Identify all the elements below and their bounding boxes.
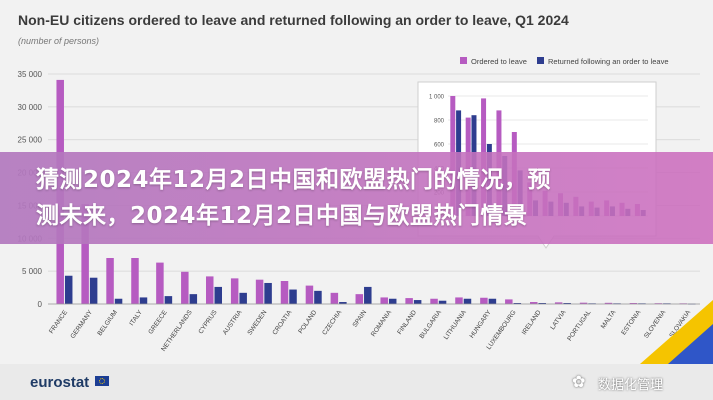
bar-returned: [139, 297, 148, 304]
y-tick-label: 5 000: [22, 267, 43, 276]
x-tick-label: IRELAND: [521, 309, 543, 336]
x-tick-label: GERMANY: [69, 309, 94, 340]
x-tick-label: BULGARIA: [418, 309, 443, 340]
x-tick-label: ESTONIA: [620, 309, 642, 337]
bar-returned: [89, 277, 98, 304]
x-tick-label: MALTA: [600, 309, 618, 331]
bar-ordered: [629, 303, 638, 304]
bar-returned: [463, 298, 472, 304]
bar-ordered: [330, 292, 339, 304]
x-tick-label: GREECE: [147, 309, 169, 336]
y-tick-label: 25 000: [18, 136, 43, 145]
x-tick-label: LITHUANIA: [443, 309, 469, 341]
bar-returned: [413, 300, 422, 304]
overlay-banner: 猜测2024年12月2日中国和欧盟热门的情况，预 测未来，2024年12月2日中…: [0, 152, 713, 244]
bar-ordered: [131, 258, 139, 304]
footer-bar: [0, 364, 713, 400]
x-tick-label: CROATIA: [271, 309, 293, 337]
bar-ordered: [430, 298, 438, 304]
bar-ordered: [181, 271, 189, 304]
bar-ordered: [505, 299, 513, 304]
overlay-line-2: 测未来，2024年12月2日中国与欧盟热门情景: [36, 203, 528, 229]
corner-accent-blue: [668, 324, 713, 364]
x-tick-label: CZECHIA: [321, 309, 343, 337]
x-tick-label: SPAIN: [352, 309, 369, 329]
bar-ordered: [81, 204, 89, 304]
chart-title: Non-EU citizens ordered to leave and ret…: [18, 12, 569, 28]
x-tick-label: AUSTRIA: [222, 309, 244, 337]
x-tick-label: PORTUGAL: [566, 309, 592, 343]
y-tick-label: 0: [38, 300, 43, 309]
eu-flag-icon: [95, 376, 109, 386]
bar-ordered: [405, 298, 413, 304]
legend-swatch-ordered: [460, 57, 467, 64]
bar-ordered: [106, 258, 114, 304]
legend-label-ordered: Ordered to leave: [471, 57, 527, 66]
inset-y-tick-label: 800: [434, 119, 445, 125]
y-tick-label: 35 000: [18, 70, 43, 79]
x-tick-label: FINLAND: [396, 309, 418, 336]
bar-returned: [488, 298, 497, 304]
bar-returned: [264, 282, 272, 304]
bar-returned: [314, 290, 322, 304]
watermark-text: 数据化管理: [598, 377, 664, 392]
bar-ordered: [380, 297, 388, 304]
bar-returned: [214, 286, 222, 304]
x-tick-label: FRANCE: [48, 309, 69, 335]
bar-ordered: [480, 297, 488, 304]
legend-swatch-returned: [537, 57, 544, 64]
overlay-line-1: 猜测2024年12月2日中国和欧盟热门的情况，预: [36, 167, 552, 193]
inset-y-tick-label: 600: [434, 143, 445, 149]
bar-ordered: [604, 302, 613, 304]
eurostat-logo: eurostat: [30, 374, 90, 391]
bar-returned: [339, 302, 347, 304]
bar-returned: [164, 296, 173, 304]
chart-subtitle: (number of persons): [18, 36, 100, 46]
bar-ordered: [530, 302, 538, 304]
bar-ordered: [554, 302, 563, 304]
bar-returned: [563, 303, 571, 304]
x-tick-label: ITALY: [128, 309, 144, 328]
bar-ordered: [280, 281, 289, 304]
x-tick-label: LATVIA: [549, 309, 568, 332]
bar-returned: [114, 298, 123, 304]
bar-returned: [239, 292, 247, 304]
x-tick-label: HUNGARY: [468, 309, 493, 340]
bar-ordered: [455, 297, 463, 304]
bar-ordered: [579, 302, 588, 304]
legend-label-returned: Returned following an order to leave: [548, 57, 669, 66]
wechat-icon: ✿: [572, 374, 586, 391]
bar-returned: [388, 298, 397, 304]
inset-y-tick-label: 1 000: [429, 95, 445, 101]
bar-returned: [538, 303, 546, 304]
bar-ordered: [305, 285, 314, 304]
bar-ordered: [206, 276, 214, 304]
x-tick-label: SWEDEN: [246, 309, 268, 337]
bar-returned: [64, 275, 73, 304]
bar-returned: [513, 303, 522, 304]
y-tick-label: 30 000: [18, 103, 43, 112]
bar-returned: [189, 294, 198, 304]
bar-ordered: [355, 294, 364, 304]
x-tick-label: SLOVENIA: [643, 309, 668, 340]
bar-returned: [289, 289, 297, 304]
x-tick-label: ROMANIA: [370, 309, 394, 338]
x-tick-label: BELGIUM: [96, 309, 119, 337]
bar-ordered: [230, 278, 239, 304]
bar-ordered: [255, 279, 264, 304]
x-tick-label: CYPRUS: [197, 309, 219, 336]
bar-ordered: [156, 262, 164, 304]
bar-returned: [364, 286, 372, 304]
x-tick-label: POLAND: [297, 309, 318, 335]
bar-returned: [438, 300, 447, 304]
